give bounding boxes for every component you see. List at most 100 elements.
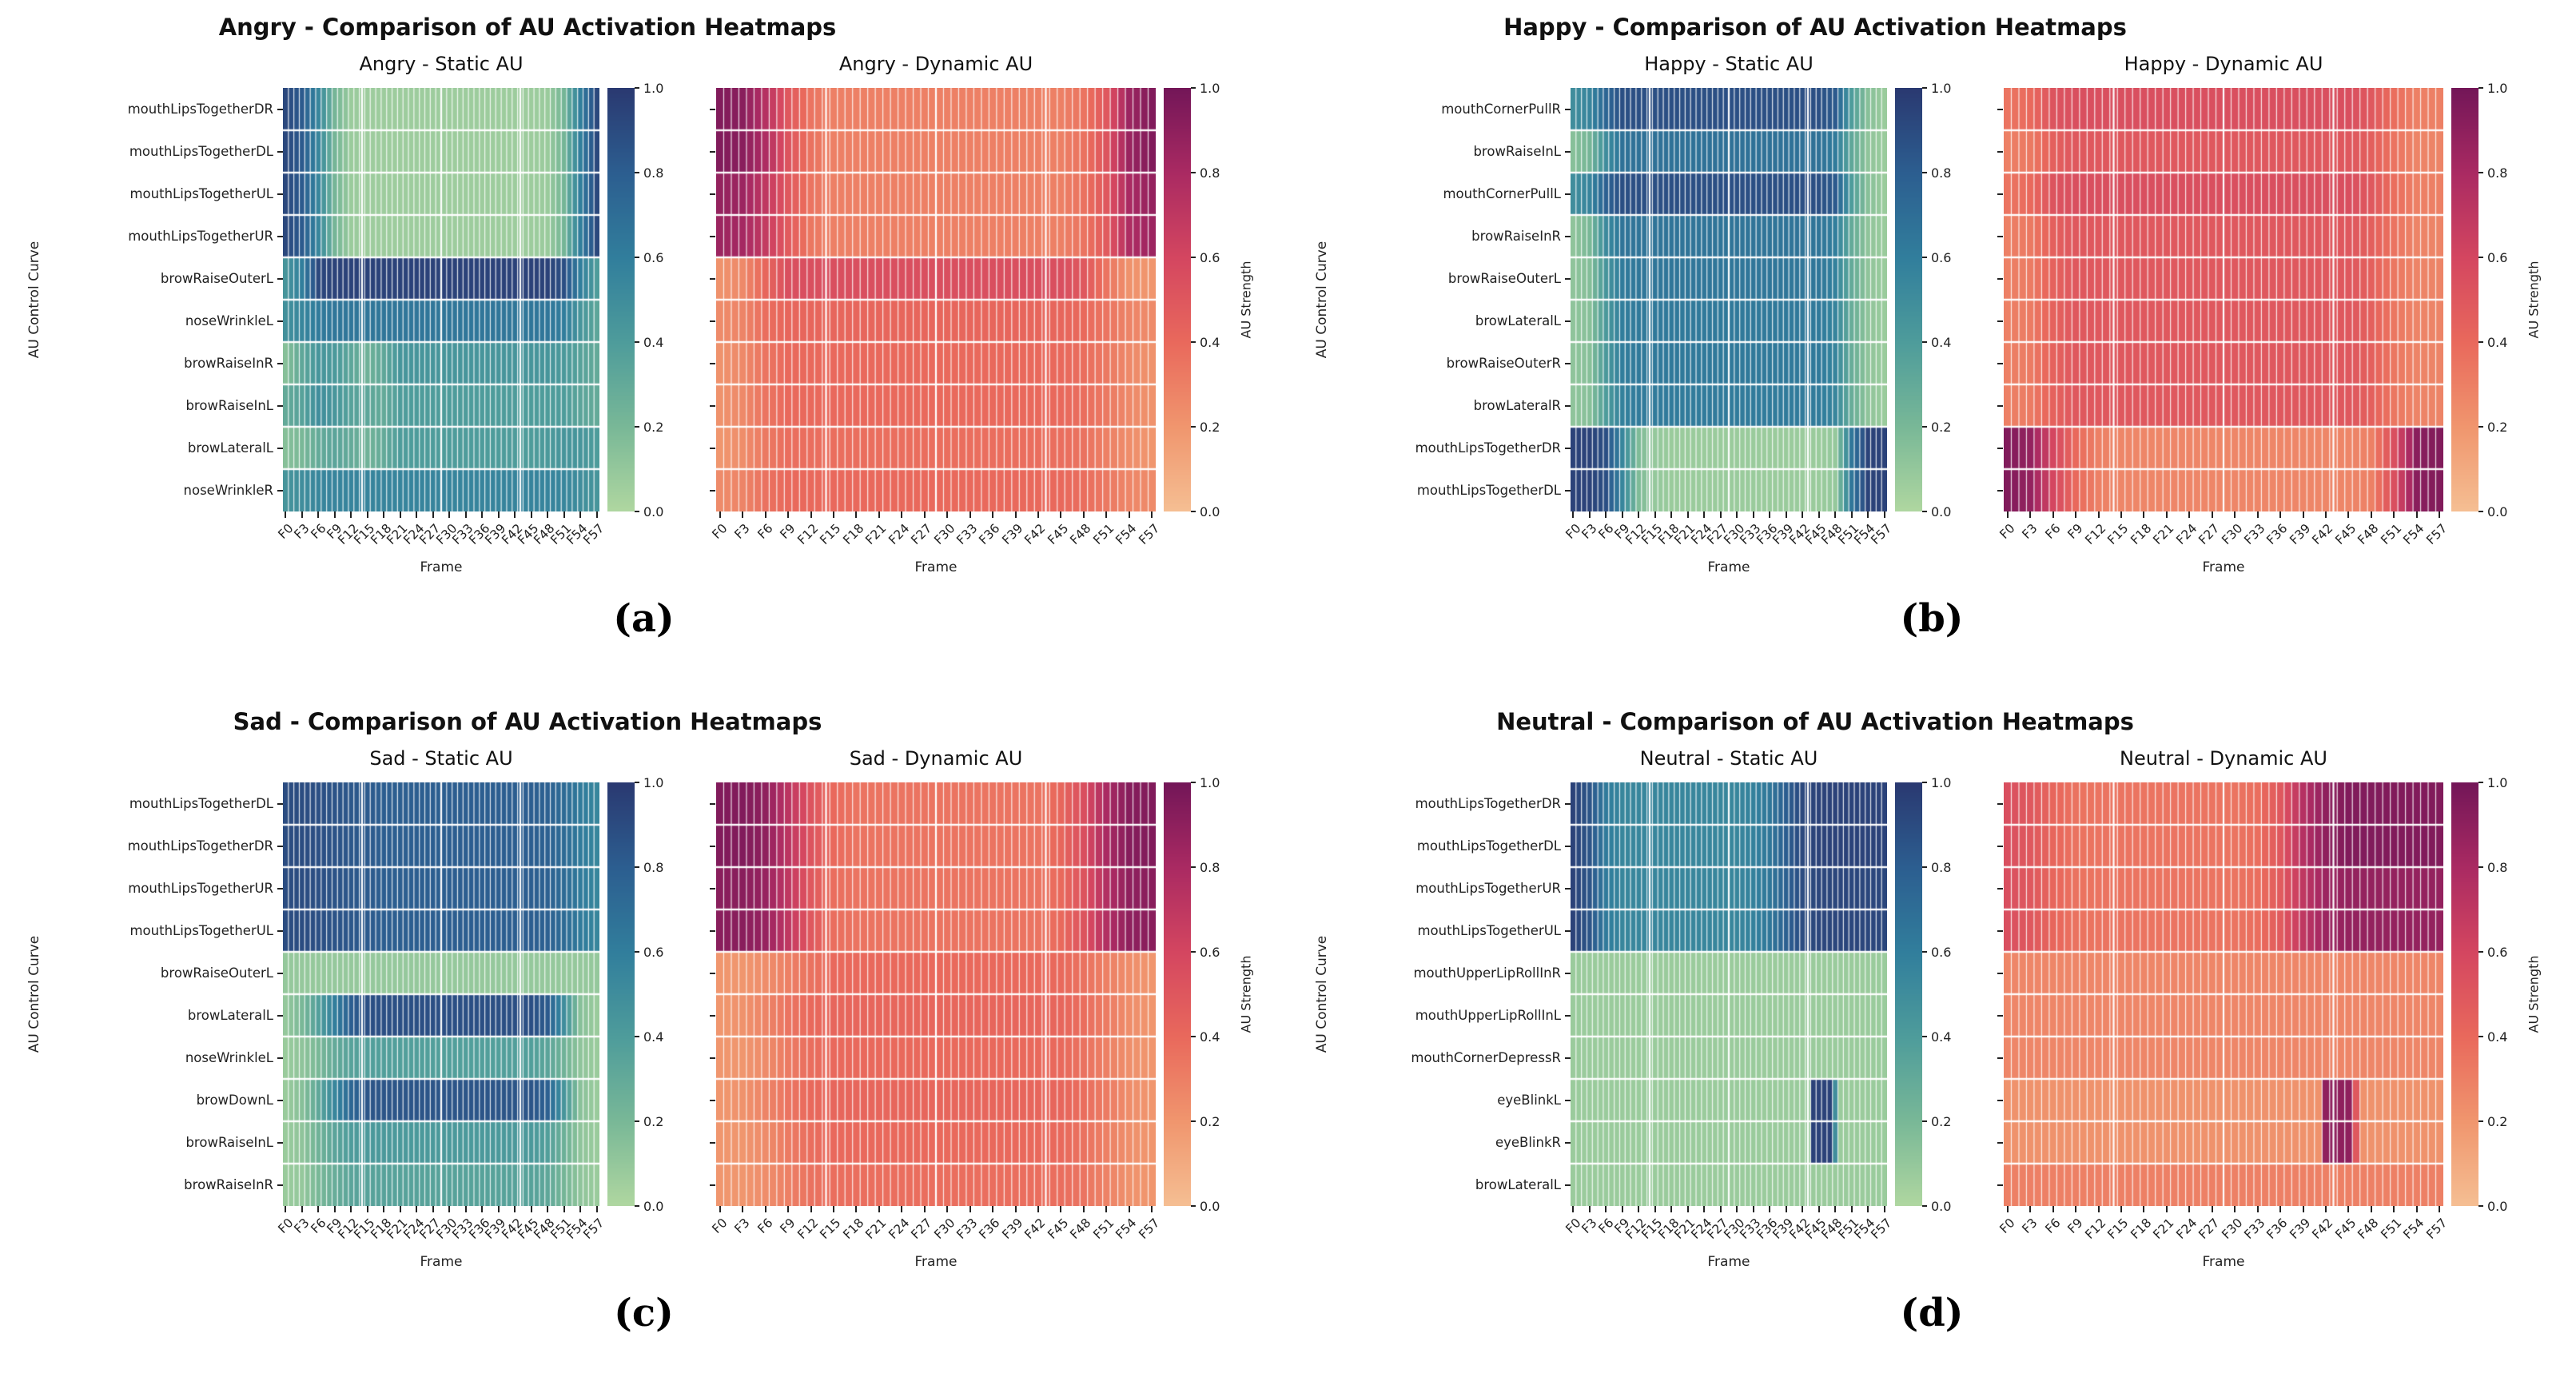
row-label: browRaiseOuterL: [46, 257, 283, 300]
x-axis-label: Frame: [420, 559, 463, 575]
colorbar-tick: 0.0: [635, 1199, 663, 1214]
colorbar-tick-mark: [2478, 866, 2483, 868]
x-tick-mark: [2325, 511, 2327, 518]
colorbar-tick-mark: [635, 866, 639, 868]
y-tick-mark: [710, 1141, 715, 1144]
x-tick-label: F6: [754, 521, 776, 543]
x-tick-label: F57: [1135, 521, 1162, 547]
x-tick-label: F42: [1021, 1216, 1049, 1242]
colorbar-tick: 1.0: [1922, 775, 1951, 790]
colorbar-tick-label: 0.2: [1200, 1113, 1220, 1129]
dynamic-subplot-title: Neutral - Dynamic AU: [2120, 747, 2327, 770]
colorbar-tick: 0.8: [2478, 165, 2507, 181]
x-tick-label: F12: [794, 1216, 822, 1242]
x-tick-mark: [1621, 511, 1623, 518]
colorbar-tick-label: 0.0: [1931, 503, 1952, 519]
colorbar-tick-label: 0.4: [1931, 334, 1952, 350]
colorbar-tick: 0.4: [1922, 1029, 1951, 1045]
x-tick-mark: [2211, 511, 2213, 518]
y-tick-mark: [710, 1057, 715, 1059]
x-tick-label: F54: [1113, 1216, 1140, 1242]
row-label: mouthLipsTogetherUR: [46, 215, 283, 257]
row-label: browRaiseInR: [1334, 215, 1571, 257]
x-tick-label: F24: [2173, 521, 2200, 547]
static-colorbar-ticks: 1.0 0.8 0.6 0.4 0.2 0.0: [635, 775, 679, 1214]
x-axis-ticks: F0 F3 F6 F9 F12 F15 F18 F21 F24 F27 F30 F33 F36 F39 F4…: [275, 1206, 607, 1252]
x-tick-mark: [2393, 1206, 2395, 1212]
x-tick-label: F45: [2332, 521, 2359, 547]
x-tick-label: F39: [999, 521, 1026, 547]
y-tick-mark: [1997, 404, 2003, 407]
colorbar-tick-mark: [1922, 1120, 1927, 1122]
row-label: eyeBlinkR: [1334, 1121, 1571, 1164]
y-tick-mark: [710, 193, 715, 195]
x-tick-mark: [2120, 511, 2122, 518]
x-tick-mark: [855, 1206, 858, 1212]
colorbar-tick: 0.4: [2478, 1029, 2507, 1045]
figure-row: AU Control Curve mouthLipsTogetherDR mout…: [22, 53, 1288, 575]
x-tick-mark: [350, 511, 352, 518]
x-tick-mark: [1082, 1206, 1085, 1212]
x-tick-label: F0: [709, 521, 731, 543]
colorbar-tick-mark: [1191, 511, 1196, 512]
colorbar-tick-mark: [1191, 866, 1196, 868]
colorbar-tick: 0.8: [2478, 859, 2508, 875]
y-tick-mark: [1997, 150, 2003, 153]
colorbar-tick-label: 0.8: [2487, 859, 2508, 875]
x-tick-mark: [1802, 1206, 1804, 1212]
colorbar-tick-mark: [635, 951, 639, 953]
x-tick-label: F24: [2173, 1216, 2200, 1242]
static-colorbar-ticks: 1.0 0.8 0.6 0.4 0.2 0.0: [635, 81, 679, 519]
x-tick-mark: [2029, 1206, 2032, 1212]
x-tick-mark: [2165, 511, 2168, 518]
colorbar-tick-label: 1.0: [1931, 774, 1952, 790]
x-tick-mark: [2006, 511, 2009, 518]
x-tick-label: F36: [976, 1216, 1003, 1242]
x-tick-label: F51: [2378, 1216, 2405, 1242]
dynamic-heatmap-canvas: [716, 88, 1156, 511]
x-tick-label: F27: [2196, 1216, 2223, 1242]
colorbar-tick-mark: [1191, 341, 1196, 343]
colorbar-tick-mark: [635, 172, 639, 173]
x-tick-mark: [2188, 511, 2191, 518]
row-label: mouthUpperLipRollInL: [1334, 994, 1571, 1037]
y-tick-mark: [710, 845, 715, 847]
row-label: browLateralL: [46, 994, 283, 1037]
x-tick-mark: [2370, 511, 2372, 518]
x-tick-mark: [1883, 511, 1885, 518]
x-tick-mark: [946, 1206, 949, 1212]
colorbar-tick-label: 0.2: [1200, 419, 1220, 435]
row-label: mouthLipsTogetherDR: [1334, 782, 1571, 825]
dynamic-colorbar: 1.0 0.8 0.6 0.4 0.2 0.0 AU Strength: [2451, 53, 2544, 519]
row-label: browLateralL: [46, 427, 283, 469]
y-tick-mark: [710, 404, 715, 407]
x-tick-mark: [2120, 1206, 2122, 1212]
x-tick-mark: [810, 511, 812, 518]
panel-caption: (b): [1900, 596, 1964, 641]
x-tick-mark: [1719, 1206, 1722, 1212]
x-tick-label: F21: [862, 1216, 890, 1242]
x-tick-label: F45: [2332, 1216, 2359, 1242]
colorbar-tick: 0.8: [1191, 165, 1220, 181]
colorbar-tick-label: 0.0: [1931, 1198, 1952, 1214]
colorbar-tick-mark: [1191, 782, 1196, 783]
x-tick-mark: [1572, 511, 1575, 518]
row-label: browRaiseInL: [46, 384, 283, 427]
x-tick-label: F33: [954, 1216, 981, 1242]
row-label: mouthLipsTogetherUL: [46, 173, 283, 215]
x-tick-label: F3: [2019, 521, 2040, 543]
colorbar-tick-label: 0.4: [643, 334, 664, 350]
colorbar-tick-label: 1.0: [1200, 774, 1220, 790]
x-tick-label: F15: [2104, 1216, 2132, 1242]
x-tick-label: F9: [777, 521, 798, 543]
static-subplot-title: Angry - Static AU: [359, 53, 524, 75]
x-tick-mark: [901, 511, 903, 518]
x-tick-mark: [530, 511, 532, 518]
y-tick-mark: [1997, 1014, 2003, 1017]
colorbar-label: AU Strength: [2526, 261, 2542, 339]
x-tick-label: F57: [2423, 1216, 2450, 1242]
x-tick-label: F0: [709, 1216, 731, 1237]
x-tick-label: F18: [2128, 521, 2155, 547]
x-axis-label: Frame: [914, 559, 958, 575]
x-tick-label: F30: [930, 521, 958, 547]
